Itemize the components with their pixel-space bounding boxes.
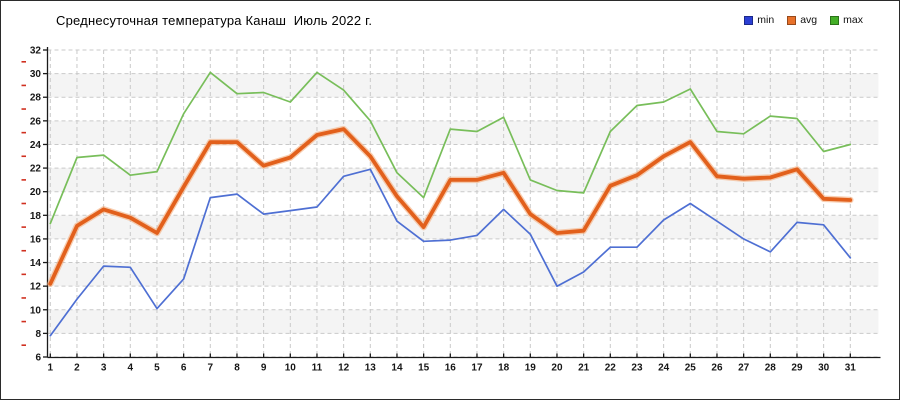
max-legend-label: max [843, 14, 863, 26]
y-tick-label: 18 [30, 211, 42, 222]
x-tick-label: 8 [234, 363, 240, 374]
y-tick-label: 30 [30, 69, 42, 80]
x-tick-label: 16 [445, 363, 457, 374]
axes [46, 47, 881, 359]
y-tick-label: 6 [35, 353, 41, 364]
y-tick-label: 24 [30, 140, 42, 151]
x-tick-label: 2 [74, 363, 80, 374]
y-tick-label: 10 [30, 305, 42, 316]
x-tick-label: 28 [765, 363, 777, 374]
y-tick-label: 22 [30, 164, 42, 175]
avg-legend-swatch [787, 15, 797, 25]
x-tick-label: 26 [711, 363, 723, 374]
max-legend-swatch [830, 15, 840, 25]
x-tick-label: 9 [261, 363, 267, 374]
y-tick-label: 14 [30, 258, 42, 269]
x-tick-label: 30 [818, 363, 830, 374]
x-tick-label: 12 [338, 363, 350, 374]
y-tick-label: 28 [30, 93, 42, 104]
x-tick-label: 11 [312, 363, 323, 374]
legend-item-min: min [744, 14, 774, 26]
x-tick-label: 19 [525, 363, 537, 374]
min-line [49, 168, 852, 337]
y-tick-label: 16 [30, 234, 42, 245]
x-tick-label: 5 [154, 363, 160, 374]
avg-line [48, 127, 853, 286]
x-tick-label: 15 [418, 363, 430, 374]
x-tick-label: 13 [365, 363, 377, 374]
x-tick-label: 31 [845, 363, 857, 374]
min-legend-label: min [757, 14, 775, 26]
legend-item-avg: avg [787, 14, 817, 26]
background-bands [47, 73, 879, 334]
x-tick-label: 1 [48, 363, 54, 374]
avg-legend-label: avg [800, 14, 818, 26]
x-tick-label: 10 [285, 363, 297, 374]
chart-legend: min avg max [744, 14, 863, 26]
x-tick-label: 14 [391, 363, 403, 374]
x-tick-label: 27 [738, 363, 750, 374]
chart-title: Среднесуточная температура Канаш Июль 20… [56, 13, 373, 28]
y-tick-label: 26 [30, 116, 42, 127]
x-tick-label: 6 [181, 363, 187, 374]
y-tick-label: 8 [35, 329, 41, 340]
y-tick-label: 32 [30, 46, 42, 57]
legend-item-max: max [830, 14, 863, 26]
max-line [49, 71, 852, 225]
x-tick-label: 23 [631, 363, 643, 374]
x-tick-label: 24 [658, 363, 670, 374]
x-tick-label: 29 [791, 363, 803, 374]
y-axis-ticks: 6 8 10 12 14 16 18 20 22 24 26 28 30 32 [21, 46, 48, 364]
y-tick-label: 20 [30, 187, 42, 198]
x-tick-label: 4 [128, 363, 134, 374]
y-tick-label: 12 [30, 282, 42, 293]
x-tick-label: 18 [498, 363, 510, 374]
x-tick-label: 25 [685, 363, 697, 374]
x-tick-label: 17 [471, 363, 483, 374]
x-tick-label: 22 [605, 363, 617, 374]
min-legend-swatch [744, 15, 754, 25]
x-axis-ticks: 1 2 3 4 5 6 7 8 9 10 11 12 13 14 15 16 17 18 19 20 21 22 23 24 2… [48, 353, 857, 374]
x-tick-label: 3 [101, 363, 107, 374]
x-tick-label: 7 [208, 363, 214, 374]
x-tick-label: 21 [578, 363, 590, 374]
x-tick-label: 20 [551, 363, 563, 374]
